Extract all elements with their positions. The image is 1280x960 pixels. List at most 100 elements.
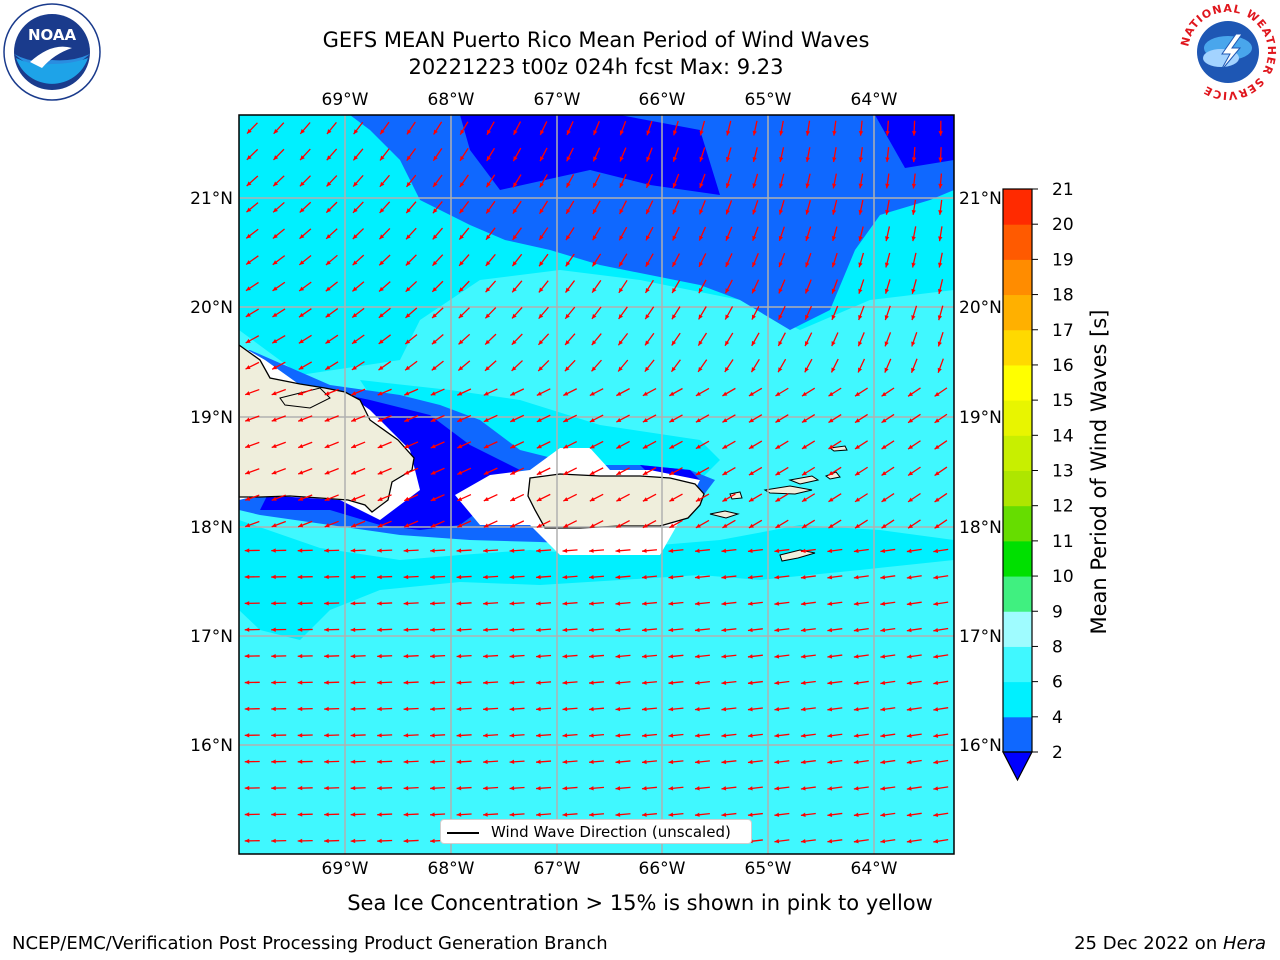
wind-wave-arrowhead xyxy=(271,601,276,606)
wind-wave-arrowhead xyxy=(858,157,864,163)
wind-wave-arrowhead xyxy=(513,156,518,162)
wind-wave-arrowhead xyxy=(592,208,597,214)
wind-wave-arrowhead xyxy=(801,523,807,529)
wind-wave-arrowhead xyxy=(325,286,331,292)
colorbar-tick-label: 6 xyxy=(1052,673,1063,693)
wind-wave-arrowhead xyxy=(805,288,810,294)
wind-wave-arrowhead xyxy=(244,548,250,553)
wind-wave-arrowhead xyxy=(853,839,859,844)
wind-wave-arrowhead xyxy=(351,444,357,449)
wind-wave-arrowhead xyxy=(563,417,569,422)
wind-wave-arrowhead xyxy=(615,786,621,791)
wind-wave-arrowhead xyxy=(459,260,464,266)
wind-wave-arrowhead xyxy=(377,733,382,738)
wind-wave-arrowhead xyxy=(511,366,517,371)
wind-wave-arrowhead xyxy=(699,183,704,189)
wind-wave-arrowhead xyxy=(853,786,859,791)
wind-wave-arrowhead xyxy=(325,365,331,370)
wind-wave-arrowhead xyxy=(615,601,621,606)
wind-wave-arrowhead xyxy=(430,838,435,844)
wind-wave-arrowhead xyxy=(377,812,382,817)
wind-wave-arrowhead xyxy=(486,129,492,135)
wind-wave-arrowhead xyxy=(694,548,700,553)
wind-wave-arrowhead xyxy=(350,574,356,580)
wind-wave-arrowhead xyxy=(562,574,568,580)
wind-wave-arrowhead xyxy=(805,314,810,320)
wind-wave-arrowhead xyxy=(778,340,783,346)
ocean-band-4-6-passage xyxy=(360,380,720,480)
wind-wave-arrowhead xyxy=(721,601,727,606)
wind-wave-arrowhead xyxy=(747,812,753,817)
wind-wave-arrowhead xyxy=(752,235,757,241)
wind-wave-arrowhead xyxy=(433,182,438,188)
wind-wave-arrowhead xyxy=(536,680,541,685)
wind-wave-arrowhead xyxy=(350,812,356,817)
wind-wave-arrowhead xyxy=(403,759,409,764)
wind-wave-arrowhead xyxy=(432,287,438,292)
wind-wave-arrowhead xyxy=(751,314,756,320)
lat-label: 17°N xyxy=(190,627,233,647)
wind-wave-arrowhead xyxy=(725,314,730,320)
wind-wave-arrowhead xyxy=(562,601,568,606)
wind-wave-arrowhead xyxy=(562,706,568,712)
wind-wave-arrowhead xyxy=(880,759,886,765)
wind-wave-arrowhead xyxy=(457,523,463,528)
wind-wave-arrowhead xyxy=(615,759,621,765)
wind-wave-arrowhead xyxy=(724,367,730,373)
wind-wave-arrowhead xyxy=(722,523,728,528)
wind-wave-arrowhead xyxy=(510,523,516,528)
wind-wave-arrowhead xyxy=(827,839,833,844)
wind-wave-arrowhead xyxy=(800,839,806,844)
colorbar-tick-label: 20 xyxy=(1052,215,1074,235)
wind-wave-arrowhead xyxy=(536,706,541,712)
wind-wave-arrowhead xyxy=(694,654,700,659)
wind-wave-arrowhead xyxy=(774,627,780,633)
wind-wave-arrowhead xyxy=(800,759,806,765)
wind-wave-arrowhead xyxy=(884,315,889,321)
wind-wave-arrowhead xyxy=(615,548,621,553)
wind-wave-arrowhead xyxy=(297,706,303,712)
wind-wave-arrowhead xyxy=(509,812,515,817)
lat-label: 17°N xyxy=(959,627,1002,647)
ocean-band-lt2-north xyxy=(460,115,720,195)
wind-wave-arrowhead xyxy=(430,496,436,501)
wind-wave-arrowhead xyxy=(405,287,411,292)
wind-wave-arrowhead xyxy=(906,839,912,844)
wind-wave-arrowhead xyxy=(800,812,806,817)
wind-wave-arrowhead xyxy=(509,574,515,580)
wind-wave-arrowhead xyxy=(565,313,570,319)
wind-wave-arrowhead xyxy=(324,627,329,632)
wind-wave-arrowhead xyxy=(827,759,833,765)
wind-wave-arrowhead xyxy=(589,733,594,738)
wind-wave-arrowhead xyxy=(694,680,700,685)
wind-wave-arrowhead xyxy=(619,182,624,188)
wind-wave-arrowhead xyxy=(246,207,252,213)
wind-wave-arrowhead xyxy=(430,470,436,475)
wind-wave-arrowhead xyxy=(908,444,914,450)
wind-wave-arrowhead xyxy=(827,601,833,606)
wind-wave-arrowhead xyxy=(911,183,917,189)
wind-wave-arrowhead xyxy=(827,627,833,633)
wind-wave-arrowhead xyxy=(774,548,780,554)
colorbar-segment xyxy=(1003,294,1032,331)
wind-wave-arrowhead xyxy=(671,314,677,320)
wind-wave-arrowhead xyxy=(512,287,517,293)
wind-wave-arrowhead xyxy=(459,208,465,214)
wind-wave-arrowhead xyxy=(858,262,863,268)
wind-wave-arrowhead xyxy=(908,391,914,397)
wind-wave-arrowhead xyxy=(906,733,912,738)
wind-wave-arrowhead xyxy=(885,209,890,215)
wind-wave-arrowhead xyxy=(326,234,331,239)
wind-wave-arrowhead xyxy=(642,497,648,502)
wind-wave-arrowhead xyxy=(297,812,303,817)
wind-wave-arrowhead xyxy=(906,812,912,818)
wind-wave-arrowhead xyxy=(751,367,756,373)
wind-wave-arrowhead xyxy=(695,497,701,502)
wind-wave-arrowhead xyxy=(271,470,277,475)
wind-wave-arrowhead xyxy=(774,601,780,606)
wind-wave-arrowhead xyxy=(350,838,356,844)
wind-wave-arrowhead xyxy=(908,471,914,476)
wind-wave-arrowhead xyxy=(747,786,753,791)
wind-wave-arrowhead xyxy=(433,129,438,135)
wind-wave-arrowhead xyxy=(432,260,438,266)
